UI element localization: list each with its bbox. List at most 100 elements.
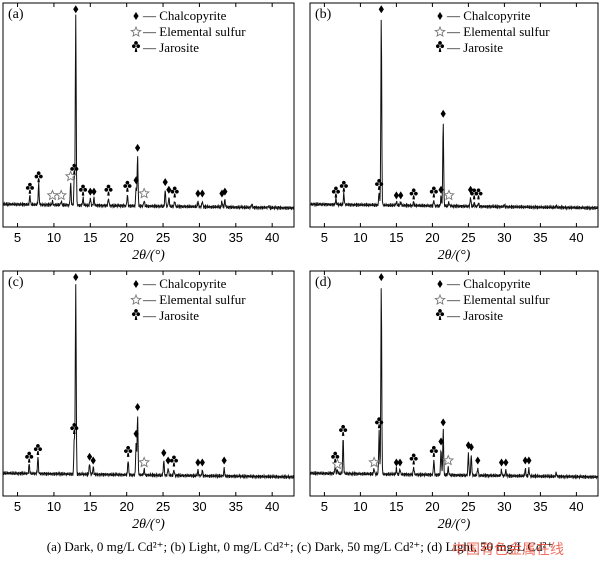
peak-marker-sulfur	[442, 454, 455, 466]
x-tick-label: 5	[321, 230, 328, 245]
x-tick-label: 40	[569, 230, 583, 245]
panel-label: (b)	[315, 7, 332, 22]
peak-marker-chalcopyrite	[378, 273, 384, 282]
peak-marker-jarosite	[123, 180, 132, 192]
peak-marker-jarosite	[25, 451, 34, 463]
legend-entry: — Elemental sulfur	[446, 24, 550, 39]
legend-entry: — Jarosite	[142, 40, 199, 55]
x-tick-label: 20	[119, 230, 133, 245]
panel-label: (c)	[8, 275, 24, 290]
peak-marker-chalcopyrite	[195, 458, 201, 467]
x-tick-label: 40	[265, 230, 279, 245]
x-tick-label: 25	[461, 230, 475, 245]
peak-marker-chalcopyrite	[393, 191, 399, 200]
peak-marker-chalcopyrite	[440, 109, 446, 118]
peak-marker-chalcopyrite	[161, 448, 167, 457]
x-tick-label: 15	[83, 230, 97, 245]
peak-marker-sulfur	[46, 189, 59, 201]
legend-entry: — Elemental sulfur	[142, 292, 246, 307]
panel-label: (d)	[315, 275, 332, 290]
x-tick-label: 30	[192, 230, 206, 245]
peak-marker-jarosite	[170, 186, 179, 198]
legend-entry: — Jarosite	[446, 308, 503, 323]
peak-marker-chalcopyrite	[438, 185, 444, 194]
x-tick-label: 35	[229, 230, 243, 245]
diffraction-pattern-line	[309, 288, 599, 480]
legend-marker-chalcopyrite	[133, 280, 139, 288]
x-tick-label: 15	[389, 499, 403, 514]
peak-marker-sulfur	[331, 458, 344, 470]
x-tick-label: 5	[14, 230, 21, 245]
x-tick-label: 20	[425, 230, 439, 245]
peak-marker-chalcopyrite	[378, 5, 384, 14]
x-tick-label: 10	[353, 499, 367, 514]
legend-entry: — Chalcopyrite	[446, 8, 531, 23]
peak-marker-chalcopyrite	[134, 143, 141, 152]
peak-marker-chalcopyrite	[438, 437, 444, 446]
legend-marker-jarosite	[131, 308, 141, 320]
legend-entry: — Chalcopyrite	[446, 276, 531, 291]
x-tick-label: 10	[353, 230, 367, 245]
peak-marker-jarosite	[339, 424, 348, 436]
peak-marker-chalcopyrite	[91, 187, 97, 196]
x-tick-label: 30	[192, 499, 206, 514]
x-tick-label: 35	[533, 499, 547, 514]
plot-frame	[2, 270, 295, 497]
legend-entry: — Elemental sulfur	[446, 292, 550, 307]
diffraction-pattern-line	[2, 14, 295, 211]
x-tick-label: 5	[321, 499, 328, 514]
x-tick-label: 10	[47, 499, 61, 514]
peak-marker-chalcopyrite	[440, 418, 446, 427]
x-tick-label: 40	[265, 499, 279, 514]
peak-marker-jarosite	[33, 443, 43, 455]
x-tick-label: 15	[83, 499, 97, 514]
peak-marker-chalcopyrite	[522, 456, 528, 465]
plot-frame	[2, 2, 295, 228]
x-tick-label: 35	[229, 499, 243, 514]
peak-marker-sulfur	[138, 187, 151, 199]
peak-marker-jarosite	[339, 180, 348, 192]
peak-marker-jarosite	[34, 171, 43, 183]
diffraction-pattern-line	[309, 19, 599, 211]
x-tick-label: 25	[156, 230, 170, 245]
legend-entry: — Elemental sulfur	[142, 24, 246, 39]
peak-marker-jarosite	[104, 184, 113, 196]
peak-marker-chalcopyrite	[199, 189, 205, 198]
peak-marker-jarosite	[25, 182, 35, 194]
peak-marker-sulfur	[368, 456, 380, 468]
legend-entry: — Chalcopyrite	[142, 276, 227, 291]
peak-marker-chalcopyrite	[465, 441, 471, 450]
peak-marker-chalcopyrite	[162, 178, 168, 187]
peak-marker-jarosite	[331, 186, 341, 198]
x-axis-label: 2θ/(°)	[438, 248, 471, 263]
x-tick-label: 35	[533, 230, 547, 245]
peak-marker-chalcopyrite	[393, 458, 399, 467]
x-tick-label: 20	[119, 499, 133, 514]
plot-frame	[309, 2, 599, 228]
legend-entry: — Chalcopyrite	[142, 8, 227, 23]
peak-marker-chalcopyrite	[199, 458, 205, 467]
peak-marker-chalcopyrite	[498, 458, 505, 467]
peak-marker-chalcopyrite	[222, 187, 228, 196]
peak-marker-jarosite	[409, 453, 418, 465]
peak-marker-jarosite	[409, 188, 418, 200]
x-axis-label: 2θ/(°)	[132, 248, 165, 263]
peak-marker-chalcopyrite	[467, 185, 474, 194]
x-tick-label: 5	[14, 499, 21, 514]
peak-marker-jarosite	[78, 184, 88, 196]
x-tick-label: 10	[47, 230, 61, 245]
legend-entry: — Jarosite	[446, 40, 503, 55]
panel-label: (a)	[8, 7, 24, 22]
x-tick-label: 25	[156, 499, 170, 514]
peak-marker-jarosite	[169, 455, 179, 467]
legend-marker-sulfur	[130, 25, 142, 37]
x-tick-label: 25	[461, 499, 475, 514]
legend-entry: — Jarosite	[142, 308, 199, 323]
peak-marker-jarosite	[429, 186, 438, 198]
peak-marker-jarosite	[70, 163, 79, 175]
legend-marker-sulfur	[130, 293, 142, 305]
